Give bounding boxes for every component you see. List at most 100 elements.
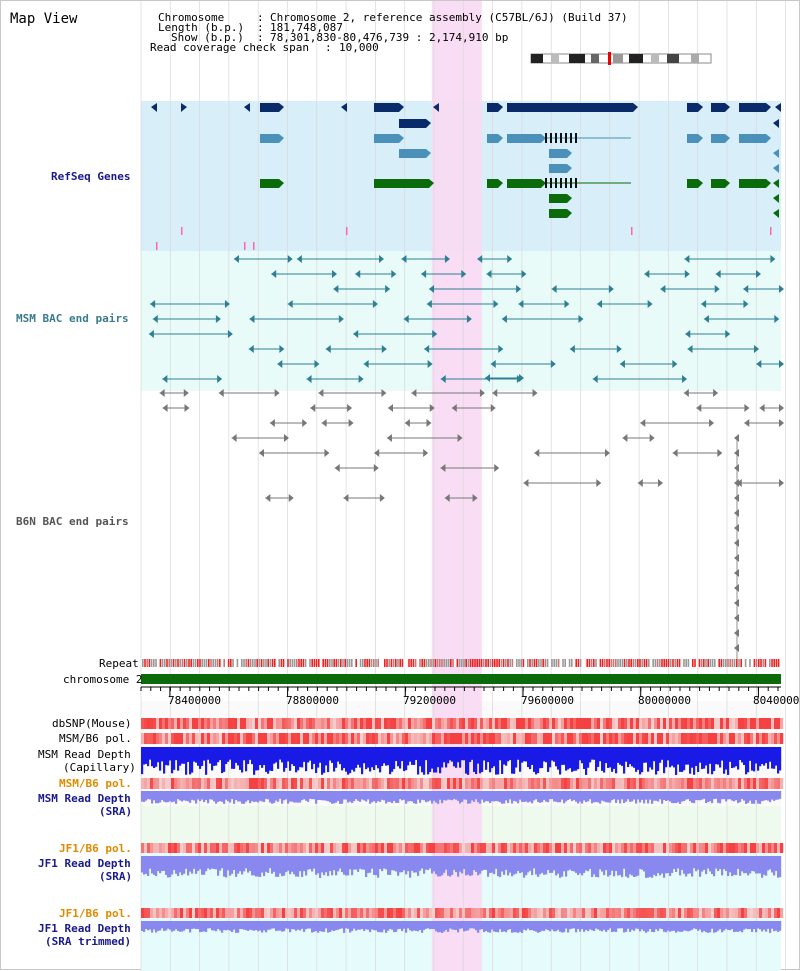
depth-bar	[255, 791, 258, 802]
depth-bar	[375, 921, 378, 931]
heat-cell	[162, 718, 166, 729]
heat-cell	[426, 718, 430, 729]
heat-cell	[387, 843, 391, 853]
repeat-bar	[566, 659, 569, 667]
depth-bar	[443, 791, 446, 801]
heat-cell	[741, 843, 745, 853]
heat-cell	[603, 843, 607, 853]
heat-cell	[549, 843, 553, 853]
depth-bar	[481, 747, 484, 772]
heat-cell	[258, 778, 262, 789]
depth-bar	[561, 921, 564, 933]
depth-bar	[301, 791, 304, 801]
depth-bar	[553, 856, 556, 871]
heat-cell	[477, 778, 481, 789]
depth-bar	[757, 747, 760, 771]
depth-bar	[651, 791, 654, 804]
heat-cell	[666, 718, 670, 729]
heat-cell	[465, 778, 469, 789]
bac-end-right	[754, 345, 760, 353]
heat-cell	[750, 733, 754, 744]
repeat-bar	[727, 659, 729, 667]
heat-cell	[621, 843, 625, 853]
heat-cell	[699, 718, 703, 729]
heat-cell	[432, 718, 436, 729]
heat-cell	[411, 733, 415, 744]
depth-bar	[691, 856, 694, 877]
heat-cell	[648, 778, 652, 789]
track-label-msm-depth-sra[interactable]: MSM Read Depth	[38, 792, 131, 805]
track-label-msm-b6-pol-1[interactable]: MSM/B6 pol.	[59, 732, 132, 745]
bac-end-left	[640, 419, 646, 427]
depth-bar	[277, 856, 280, 877]
depth-bar	[355, 856, 358, 870]
depth-bar	[479, 791, 482, 804]
depth-bar	[345, 747, 348, 772]
track-label-refseq[interactable]: RefSeq Genes	[51, 170, 131, 183]
heat-cell	[615, 718, 619, 729]
depth-bar	[449, 791, 452, 800]
depth-bar	[743, 747, 746, 766]
ideogram-band	[629, 54, 643, 63]
gene-green	[739, 179, 766, 188]
heat-cell	[591, 718, 595, 729]
depth-bar	[777, 747, 780, 774]
repeat-bar	[395, 659, 397, 667]
track-label-msm-depth-capillary[interactable]: MSM Read Depth	[38, 748, 131, 761]
track-label-msm-b6-pol-2[interactable]: MSM/B6 pol.	[59, 777, 132, 790]
track-label-b6n-bac[interactable]: B6N BAC end pairs	[16, 515, 129, 528]
depth-bar	[303, 791, 306, 800]
heat-cell	[738, 843, 742, 853]
depth-bar	[229, 747, 232, 760]
depth-bar	[373, 747, 376, 771]
depth-bar	[431, 747, 434, 769]
track-label-jf1-depth-trimmed[interactable]: JF1 Read Depth	[38, 922, 131, 935]
depth-bar	[731, 791, 734, 801]
depth-bar	[671, 856, 674, 873]
heat-cell	[726, 733, 730, 744]
heat-strip	[141, 718, 784, 729]
depth-bar	[517, 791, 520, 804]
track-label-jf1-b6-pol-2[interactable]: JF1/B6 pol.	[59, 907, 132, 920]
depth-bar	[321, 856, 324, 873]
depth-bar	[693, 856, 696, 869]
heat-cell	[717, 843, 721, 853]
depth-bar	[737, 791, 740, 804]
depth-bar	[579, 921, 582, 932]
track-label-jf1-depth-sra[interactable]: JF1 Read Depth	[38, 857, 131, 870]
repeat-bar	[722, 659, 725, 667]
depth-bar	[761, 856, 764, 878]
depth-bar	[497, 856, 500, 877]
depth-bar	[387, 791, 390, 802]
depth-bar	[569, 791, 572, 799]
depth-bar	[163, 921, 166, 931]
depth-bar	[769, 791, 772, 803]
depth-bar	[477, 921, 480, 933]
heat-cell	[525, 733, 529, 744]
depth-bar	[533, 921, 536, 931]
depth-bar	[715, 921, 718, 933]
depth-bar	[193, 791, 196, 801]
heat-cell	[639, 908, 643, 918]
depth-bar	[251, 856, 254, 876]
heat-cell	[165, 718, 169, 729]
bac-end-left	[477, 255, 483, 263]
heat-cell	[615, 778, 619, 789]
depth-bar	[663, 856, 666, 878]
track-label-msm-bac[interactable]: MSM BAC end pairs	[16, 312, 129, 325]
heat-cell	[390, 718, 394, 729]
heat-cell	[612, 843, 616, 853]
repeat-bar	[689, 659, 692, 667]
heat-cell	[441, 908, 445, 918]
depth-bar	[181, 791, 184, 802]
heat-cell	[585, 718, 589, 729]
heat-cell	[465, 718, 469, 729]
track-label-dbsnp[interactable]: dbSNP(Mouse)	[52, 717, 132, 730]
repeat-bar	[190, 659, 192, 667]
depth-bar	[179, 856, 182, 873]
repeat-bar	[181, 659, 184, 667]
track-label-jf1-b6-pol-1[interactable]: JF1/B6 pol.	[59, 842, 132, 855]
heat-cell	[543, 733, 547, 744]
